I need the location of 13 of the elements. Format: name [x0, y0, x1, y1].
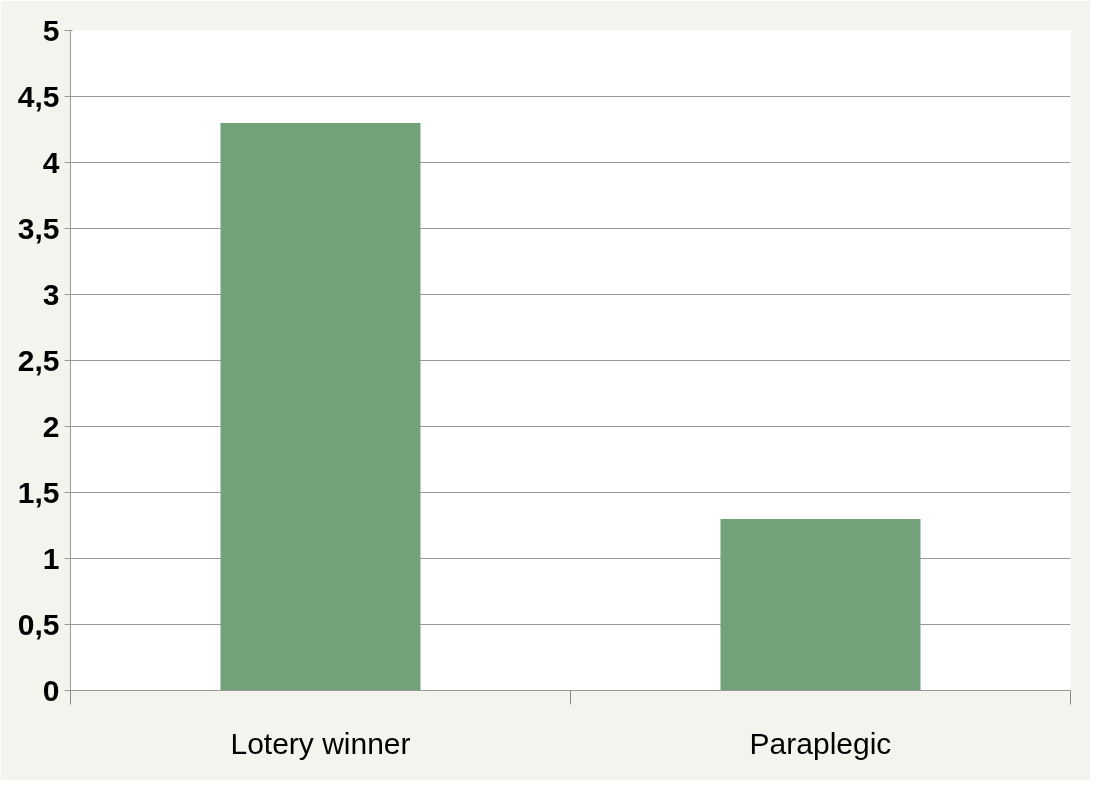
y-tick-label: 5	[42, 13, 60, 47]
x-tick-label: Lotery winner	[230, 726, 411, 760]
y-tick-label: 2	[42, 409, 60, 443]
y-tick-label: 1,5	[17, 475, 60, 509]
y-tick-label: 1	[42, 541, 60, 575]
y-tick-label: 3	[42, 277, 60, 311]
y-tick-label: 0,5	[17, 607, 60, 641]
y-tick-label: 2,5	[17, 343, 60, 377]
y-tick-label: 4,5	[17, 79, 60, 113]
y-tick-label: 4	[42, 145, 60, 179]
y-tick-label: 3,5	[17, 211, 60, 245]
x-tick-label: Paraplegic	[749, 726, 892, 760]
y-tick-label: 0	[42, 673, 60, 707]
